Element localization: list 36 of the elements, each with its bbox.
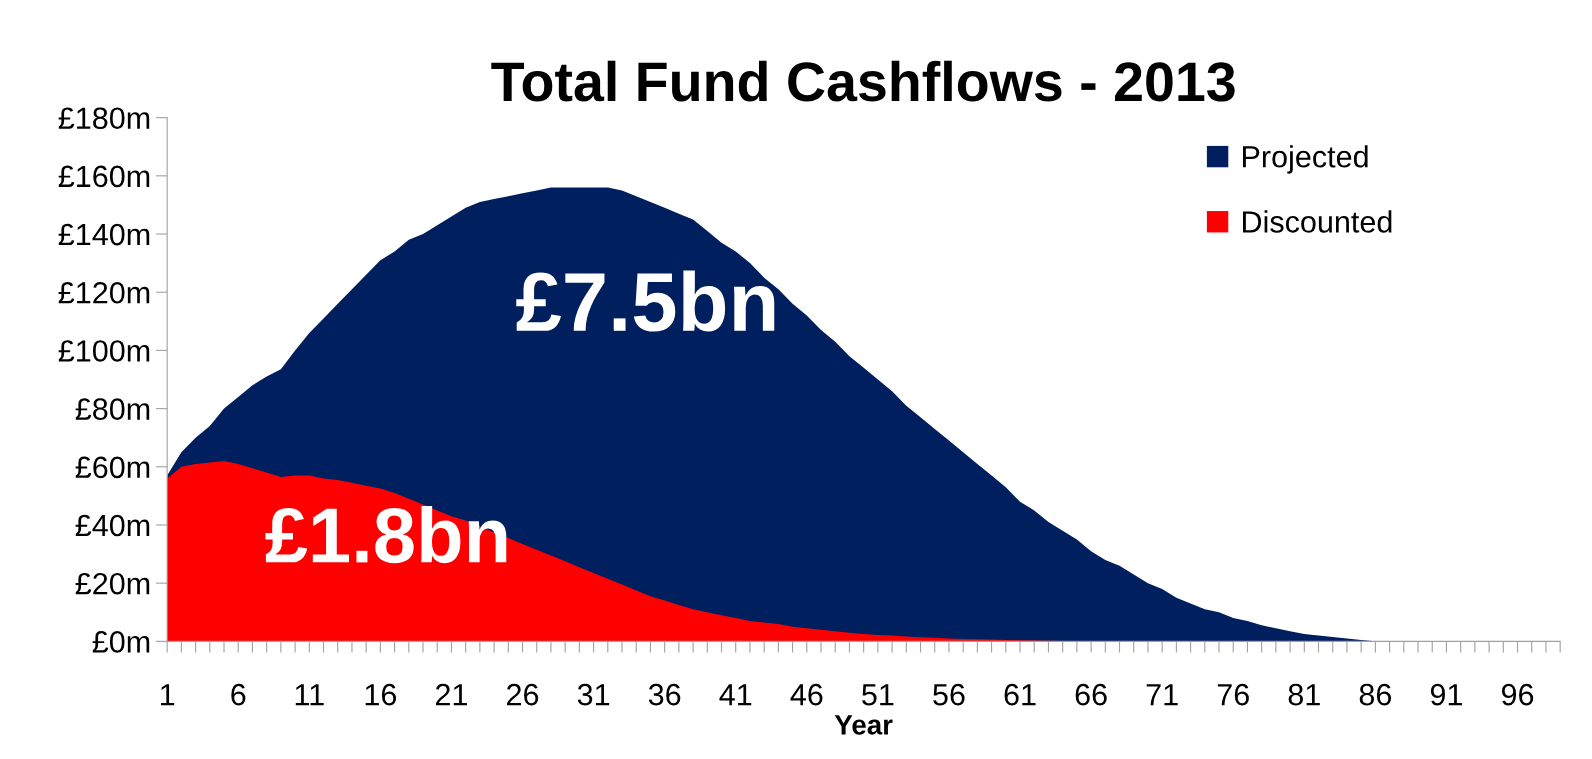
x-tick-label: 1 (160, 684, 175, 706)
x-tick-label: 26 (507, 683, 539, 706)
x-tick-label: 56 (933, 683, 965, 706)
x-tick-label: 31 (577, 683, 610, 706)
y-tick-label: £20m (75, 572, 150, 595)
y-tick-label: £120m (58, 281, 150, 304)
x-tick-label: 51 (862, 684, 894, 706)
chart-title: Total Fund Cashflows - 2013 (491, 60, 1235, 102)
x-tick-label: 16 (365, 683, 397, 706)
y-tick-label: £60m (75, 456, 150, 479)
x-tick-label: 71 (1146, 684, 1178, 706)
x-tick-label: 91 (1430, 683, 1462, 706)
x-tick-label: 41 (719, 684, 752, 706)
y-tick-label: £160m (58, 165, 150, 188)
x-tick-label: 61 (1004, 683, 1036, 706)
x-tick-label: 86 (1359, 683, 1392, 706)
legend-label: Discounted (1243, 210, 1392, 233)
x-tick-label: 96 (1501, 683, 1534, 706)
y-tick-label: £100m (58, 340, 150, 362)
x-tick-label: 36 (648, 683, 681, 706)
x-tick-label: 46 (790, 683, 823, 706)
y-tick-label: £0m (92, 631, 150, 653)
y-tick-label: £180m (58, 107, 150, 130)
y-tick-label: £40m (75, 514, 150, 537)
x-tick-label: 11 (295, 684, 324, 706)
x-tick-label: 66 (1075, 683, 1107, 706)
x-axis-title: Year (834, 715, 893, 735)
y-tick-label: £140m (58, 223, 150, 246)
annotation: £1.8bn (265, 506, 507, 564)
x-tick-label: 21 (435, 683, 467, 706)
x-tick-label: 6 (231, 683, 246, 706)
annotation: £7.5bn (516, 270, 775, 332)
x-tick-label: 81 (1288, 683, 1320, 706)
legend-label: Projected (1243, 145, 1368, 174)
y-tick-label: £80m (75, 398, 150, 420)
x-tick-label: 76 (1217, 683, 1249, 706)
